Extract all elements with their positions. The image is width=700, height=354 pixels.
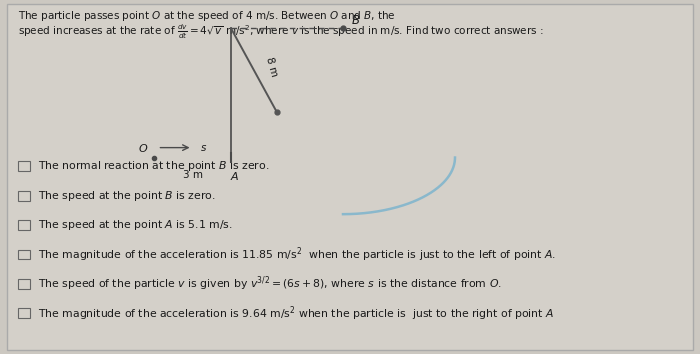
- Bar: [18, 191, 30, 201]
- Text: The magnitude of the acceleration is 9.64 m/s$^2$ when the particle is  just to : The magnitude of the acceleration is 9.6…: [38, 304, 554, 322]
- Text: $O$: $O$: [138, 142, 148, 154]
- Text: The normal reaction at the point $B$ is zero.: The normal reaction at the point $B$ is …: [38, 159, 270, 173]
- FancyBboxPatch shape: [7, 4, 693, 350]
- Bar: [18, 308, 30, 318]
- Text: 8 m: 8 m: [264, 56, 279, 77]
- Text: $s$: $s$: [199, 143, 206, 153]
- Text: The speed at the point $B$ is zero.: The speed at the point $B$ is zero.: [38, 189, 216, 203]
- Bar: [18, 161, 30, 171]
- Text: The speed at the point $A$ is 5.1 m/s.: The speed at the point $A$ is 5.1 m/s.: [38, 218, 233, 232]
- Text: $A$: $A$: [230, 170, 239, 182]
- Text: $B$: $B$: [351, 13, 360, 27]
- Bar: [18, 279, 30, 289]
- Bar: [18, 250, 30, 259]
- Text: The particle passes point $O$ at the speed of 4 m/s. Between $O$ and $B$, the: The particle passes point $O$ at the spe…: [18, 9, 395, 23]
- Text: 3 m: 3 m: [183, 170, 202, 180]
- Text: The magnitude of the acceleration is 11.85 m/s$^2$  when the particle is just to: The magnitude of the acceleration is 11.…: [38, 245, 556, 264]
- Bar: [18, 220, 30, 230]
- Text: The speed of the particle $v$ is given by $v^{3/2} = (6s + 8)$, where $s$ is the: The speed of the particle $v$ is given b…: [38, 275, 503, 293]
- Text: speed increases at the rate of $\frac{dv}{dt} = 4\sqrt{v}$ m/s$^2$, where $v$ is: speed increases at the rate of $\frac{dv…: [18, 23, 543, 41]
